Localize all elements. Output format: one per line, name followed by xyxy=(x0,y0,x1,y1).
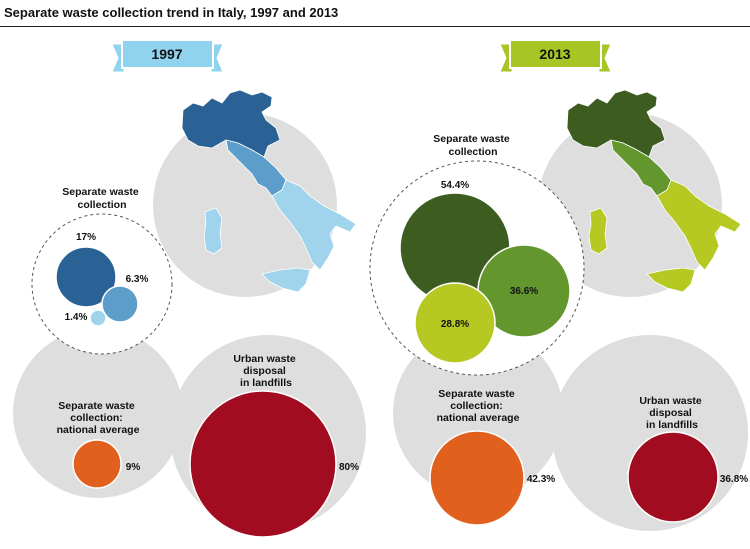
label-1997-centre: 6.3% xyxy=(126,274,149,285)
label-1997-south: 1.4% xyxy=(65,312,88,323)
banner-2013: 2013 xyxy=(499,39,612,73)
map-south-1997 xyxy=(271,179,357,271)
map-north-1997 xyxy=(181,89,281,158)
average-title-1997-line-2: collection: xyxy=(70,412,123,424)
bubble-1997-centre xyxy=(101,285,139,323)
label-2013-centre: 36.6% xyxy=(510,286,538,297)
average-title-1997-line-3: national average xyxy=(57,424,140,436)
landfill-title-2013: Urban waste disposal in landfills xyxy=(639,395,704,431)
bg-circle-map-2013 xyxy=(538,113,722,297)
label-1997-north: 17% xyxy=(76,232,96,243)
label-2013-south: 28.8% xyxy=(441,319,469,330)
average-title-2013-line-3: national average xyxy=(437,412,520,424)
bubble-1997-landfill xyxy=(189,390,337,538)
chart-title: Separate waste collection trend in Italy… xyxy=(4,5,339,20)
landfill-title-1997: Urban waste disposal in landfills xyxy=(233,353,298,389)
section-title-1997-line-2: collection xyxy=(77,199,126,211)
title-rule xyxy=(0,26,750,27)
landfill-title-2013-line-3: in landfills xyxy=(646,419,698,431)
average-title-2013: Separate waste collection: national aver… xyxy=(437,388,520,424)
banner-1997-label: 1997 xyxy=(151,46,182,62)
map-sicily-1997 xyxy=(261,267,311,293)
average-title-1997-line-1: Separate waste xyxy=(58,400,135,412)
landfill-title-1997-line-1: Urban waste xyxy=(233,353,296,365)
section-title-2013-line-2: collection xyxy=(448,146,497,158)
landfill-title-1997-line-3: in landfills xyxy=(240,377,292,389)
landfill-title-1997-line-2: disposal xyxy=(243,365,286,377)
bg-circle-map-1997 xyxy=(153,113,337,297)
label-2013-average: 42.3% xyxy=(527,474,555,485)
map-sardinia-2013 xyxy=(588,207,608,255)
italy-map-2013 xyxy=(566,89,742,293)
map-north-2013 xyxy=(566,89,666,158)
label-2013-landfill: 36.8% xyxy=(720,474,748,485)
bubble-1997-north xyxy=(55,246,117,308)
banner-1997: 1997 xyxy=(111,39,224,73)
average-title-2013-line-1: Separate waste xyxy=(438,388,515,400)
bubble-1997-average xyxy=(72,439,122,489)
section-title-2013-line-1: Separate waste xyxy=(433,133,510,145)
label-1997-average: 9% xyxy=(126,462,141,473)
map-south-2013 xyxy=(656,179,742,271)
banner-2013-label: 2013 xyxy=(539,46,570,62)
map-sicily-2013 xyxy=(646,267,696,293)
section-title-1997: Separate waste collection xyxy=(62,186,141,211)
italy-map-1997 xyxy=(181,89,357,293)
label-1997-landfill: 80% xyxy=(339,462,359,473)
bg-circle-average-1997 xyxy=(13,328,183,498)
map-sardinia-1997 xyxy=(203,207,223,255)
bubble-2013-south xyxy=(414,282,496,364)
section-title-1997-line-1: Separate waste xyxy=(62,186,139,198)
landfill-title-2013-line-2: disposal xyxy=(649,407,692,419)
average-title-2013-line-2: collection: xyxy=(450,400,503,412)
section-title-2013: Separate waste collection xyxy=(433,133,512,158)
label-2013-north: 54.4% xyxy=(441,180,469,191)
average-title-1997: Separate waste collection: national aver… xyxy=(57,400,140,436)
landfill-title-2013-line-1: Urban waste xyxy=(639,395,702,407)
bubble-2013-average xyxy=(429,430,525,526)
bubble-2013-landfill xyxy=(627,431,719,523)
bubble-1997-south xyxy=(89,309,107,327)
